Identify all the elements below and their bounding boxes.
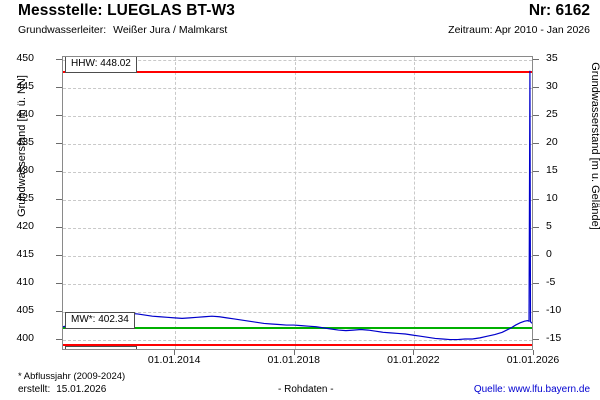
x-tick-mark <box>293 350 295 355</box>
x-tick-mark <box>533 350 534 355</box>
y-tick-mark <box>56 226 62 228</box>
gridline-horizontal <box>63 255 532 257</box>
page-title: Messstelle: LUEGLAS BT-W3 <box>18 2 235 19</box>
y2-tick-label: 20 <box>546 135 558 148</box>
gridline-horizontal <box>63 171 532 173</box>
y-tick-label: 420 <box>16 219 34 232</box>
y2-tick-mark <box>533 226 539 228</box>
gridline-vertical <box>175 57 177 349</box>
footnote-abflussjahr: * Abflussjahr (2009-2024) <box>18 371 126 382</box>
series-path <box>63 71 532 340</box>
y-tick-mark <box>56 198 62 200</box>
mw-label-box: MW*: 402.34 <box>65 311 135 329</box>
gridline-horizontal <box>63 59 532 61</box>
y-tick-mark <box>56 114 62 116</box>
y-tick-label: 410 <box>16 275 34 288</box>
y2-tick-label: 10 <box>546 191 558 204</box>
gridline-horizontal <box>63 115 532 117</box>
plot-area: HHW: 448.02 MW*: 402.34 NNW: 399.22 <box>62 56 533 350</box>
period-info: Zeitraum: Apr 2010 - Jan 2026 <box>448 24 590 36</box>
created-label: erstellt: <box>18 384 51 395</box>
y-tick-label: 415 <box>16 247 34 260</box>
y2-tick-label: -15 <box>546 331 562 344</box>
aquifer-info: Grundwasserleiter: Weißer Jura / Malmkars… <box>18 24 227 36</box>
y2-tick-mark <box>533 170 539 172</box>
y2-tick-label: 25 <box>546 107 558 120</box>
y-tick-label: 405 <box>16 303 34 316</box>
y2-axis-title: Grundwasserstand [m u. Gelände] <box>589 62 600 230</box>
y2-tick-mark <box>533 310 539 312</box>
y-tick-label: 400 <box>16 331 34 344</box>
data-kind-label: - Rohdaten - <box>278 384 334 395</box>
y-tick-label: 445 <box>16 79 34 92</box>
y-tick-label: 435 <box>16 135 34 148</box>
source-link[interactable]: Quelle: www.lfu.bayern.de <box>473 384 590 395</box>
x-tick-label: 01.01.2022 <box>387 354 440 366</box>
y-tick-label: 440 <box>16 107 34 120</box>
y-tick-mark <box>56 254 62 256</box>
y2-tick-label: 15 <box>546 163 558 176</box>
y2-tick-label: 30 <box>546 79 558 92</box>
y2-tick-label: -10 <box>546 303 562 316</box>
x-tick-label: 01.01.2026 <box>506 354 560 366</box>
gridline-horizontal <box>63 283 532 285</box>
y2-tick-label: 5 <box>546 219 552 232</box>
reference-line-nnw <box>63 344 532 347</box>
y-tick-label: 425 <box>16 191 34 204</box>
y-tick-label: 430 <box>16 163 34 176</box>
aquifer-label: Grundwasserleiter: <box>18 24 107 36</box>
x-tick-label: 01.01.2018 <box>267 354 321 366</box>
station-number: Nr: 6162 <box>528 2 590 19</box>
x-tick-mark <box>174 350 176 355</box>
gridline-horizontal <box>63 339 532 341</box>
y-tick-label: 450 <box>16 51 34 64</box>
created-value: 15.01.2026 <box>56 384 107 395</box>
y2-tick-mark <box>533 58 539 60</box>
y2-tick-mark <box>533 142 539 144</box>
plot-inner: HHW: 448.02 MW*: 402.34 NNW: 399.22 <box>63 57 532 349</box>
x-tick-mark <box>413 350 415 355</box>
gridline-horizontal <box>63 311 532 313</box>
y2-tick-label: -5 <box>546 275 556 288</box>
gridline-vertical <box>414 57 416 349</box>
y-tick-mark <box>56 338 62 340</box>
aquifer-value: Weißer Jura / Malmkarst <box>113 24 228 36</box>
y2-tick-mark <box>533 254 539 256</box>
created-info: erstellt: 15.01.2026 <box>18 384 106 395</box>
y2-tick-mark <box>533 86 539 88</box>
gridline-vertical <box>294 57 296 349</box>
y-tick-mark <box>56 170 62 172</box>
y2-tick-label: 35 <box>546 51 558 64</box>
y-tick-mark <box>56 310 62 312</box>
y-tick-mark <box>56 282 62 284</box>
y-tick-mark <box>56 58 62 60</box>
hhw-label-box: HHW: 448.02 <box>65 57 137 73</box>
nnw-label-box: NNW: 399.22 <box>65 346 137 349</box>
y-tick-mark <box>56 142 62 144</box>
y-tick-mark <box>56 86 62 88</box>
y2-tick-mark <box>533 282 539 284</box>
gridline-horizontal <box>63 199 532 201</box>
y2-tick-mark <box>533 198 539 200</box>
gridline-horizontal <box>63 227 532 229</box>
reference-line-hhw <box>63 70 532 73</box>
y2-tick-label: 0 <box>546 247 552 260</box>
gridline-horizontal <box>63 87 532 89</box>
gridline-horizontal <box>63 143 532 145</box>
y2-tick-mark <box>533 338 539 340</box>
reference-line-mw <box>63 326 532 329</box>
x-tick-label: 01.01.2014 <box>147 354 201 366</box>
y2-tick-mark <box>533 114 539 116</box>
series-line-grundwasserstand <box>63 57 532 349</box>
